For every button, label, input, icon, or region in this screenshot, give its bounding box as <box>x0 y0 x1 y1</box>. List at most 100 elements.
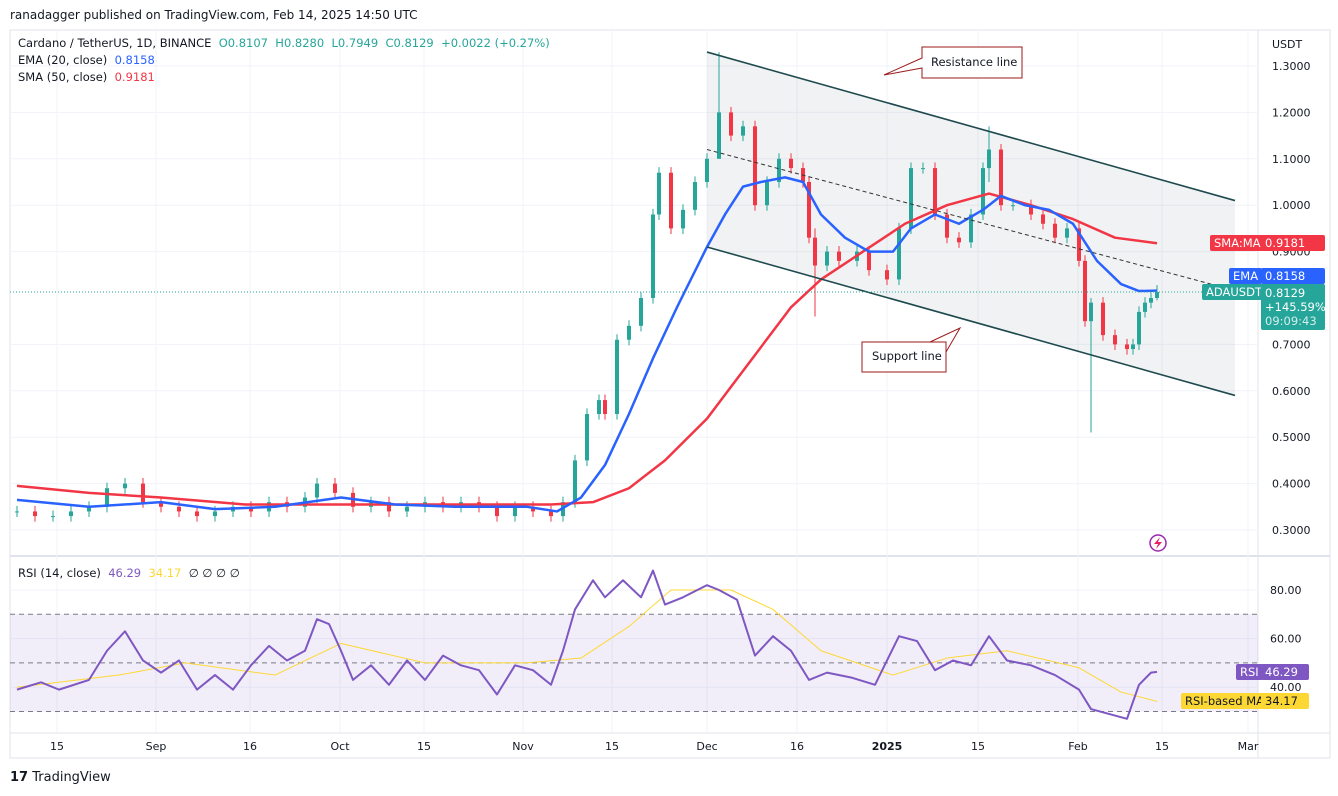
price-tag: 0.8129 +145.59% 09:09:43 <box>1261 284 1326 330</box>
sma-label: SMA (50, close) <box>18 70 108 84</box>
price-tag-value: 0.8129 <box>1265 286 1306 300</box>
price-tick-label: 1.0000 <box>1272 199 1311 212</box>
candle-body <box>999 149 1003 206</box>
ema-legend[interactable]: EMA (20, close) 0.8158 <box>18 53 155 67</box>
candle-body <box>657 172 661 215</box>
time-tick-label[interactable]: 15 <box>1155 740 1169 753</box>
candle-body <box>765 182 769 206</box>
time-tick-label[interactable]: Mar <box>1238 740 1259 753</box>
rsi-tag-name: RSI <box>1236 664 1263 680</box>
rsi-ma-tag-name: RSI-based MA <box>1181 693 1268 709</box>
high-value: H0.8280 <box>275 36 325 50</box>
time-tick-label[interactable]: 2025 <box>872 740 903 753</box>
candle-body <box>1083 260 1087 322</box>
time-tick-label[interactable]: 16 <box>243 740 257 753</box>
candle-body <box>897 228 901 280</box>
sma-legend[interactable]: SMA (50, close) 0.9181 <box>18 70 155 84</box>
candle-body <box>651 214 655 298</box>
candle-body <box>1101 302 1105 336</box>
symbol-legend: Cardano / TetherUS, 1D, BINANCE O0.8107 … <box>18 36 550 50</box>
resistance-label[interactable]: Resistance line <box>931 55 1018 69</box>
time-tick-label[interactable]: Oct <box>330 740 350 753</box>
time-tick-label[interactable]: 15 <box>417 740 431 753</box>
support-label[interactable]: Support line <box>872 349 942 363</box>
candle-body <box>789 158 793 169</box>
price-axis-unit[interactable]: USDT <box>1272 38 1303 51</box>
candle-body <box>69 511 73 517</box>
time-tick-label[interactable]: Feb <box>1068 740 1087 753</box>
price-tick-label: 0.7000 <box>1272 338 1311 351</box>
ema-value: 0.8158 <box>114 53 155 67</box>
time-tick-label[interactable]: 15 <box>50 740 64 753</box>
candle-body <box>387 502 391 512</box>
symbol-name[interactable]: Cardano / TetherUS, 1D, BINANCE <box>18 36 212 50</box>
candle-body <box>627 325 631 340</box>
candle-body <box>315 483 319 498</box>
rsi-line <box>16 569 1158 720</box>
resistance-callout <box>883 46 1023 79</box>
candle-body <box>1113 335 1117 345</box>
time-tick-label[interactable]: 15 <box>971 740 985 753</box>
rsi-tick-label: 40.00 <box>1270 681 1302 694</box>
candle-body <box>639 298 643 326</box>
price-tick-label: 0.6000 <box>1272 385 1311 398</box>
candle-body <box>813 237 817 266</box>
candle-body <box>603 400 607 414</box>
candle-body <box>615 339 619 414</box>
candle-body <box>1143 302 1147 312</box>
candle-body <box>405 506 409 512</box>
rsi-ma-line <box>16 589 1158 702</box>
candle-body <box>987 149 991 169</box>
candle-body <box>1149 298 1153 303</box>
sma-tag-value: 0.9181 <box>1261 235 1325 251</box>
candle-body <box>909 168 913 229</box>
time-tick-label[interactable]: Nov <box>512 740 534 753</box>
candle-body <box>693 182 697 210</box>
candle-body <box>141 483 145 503</box>
candle-body <box>1089 302 1093 322</box>
candle-body <box>807 182 811 238</box>
ema-tag-name: EMA <box>1229 268 1263 284</box>
rsi-tick-label: 60.00 <box>1270 633 1302 646</box>
candle-body <box>933 168 937 215</box>
candle-body <box>1011 205 1015 207</box>
candle-body <box>1137 311 1141 345</box>
candle-body <box>945 214 949 238</box>
candle-body <box>981 168 985 215</box>
candle-body <box>717 112 721 159</box>
candle-body <box>1131 344 1135 350</box>
price-tick-label: 0.3000 <box>1272 524 1311 537</box>
candle-body <box>15 511 19 513</box>
chart-frame <box>9 29 1331 759</box>
rsi-ma-tag-value: 34.17 <box>1261 693 1309 709</box>
time-tick-label[interactable]: Sep <box>146 740 167 753</box>
time-tick-label[interactable]: Dec <box>696 740 717 753</box>
candle-body <box>159 502 163 507</box>
candle-body <box>741 126 745 136</box>
ema-label: EMA (20, close) <box>18 53 108 67</box>
candle-body <box>573 460 577 503</box>
price-tick-label: 0.4000 <box>1272 478 1311 491</box>
candle-body <box>957 237 961 243</box>
ema-20-line <box>16 176 1158 513</box>
low-value: L0.7949 <box>331 36 379 50</box>
time-tick-label[interactable]: 15 <box>605 740 619 753</box>
rsi-value: 46.29 <box>108 566 142 580</box>
tradingview-logo[interactable]: 𝟭𝟳 TradingView <box>10 770 111 785</box>
candle-body <box>1077 228 1081 261</box>
candle-body <box>51 516 55 518</box>
candle-body <box>969 214 973 243</box>
rsi-legend[interactable]: RSI (14, close) 46.29 34.17 ∅ ∅ ∅ ∅ <box>18 566 240 580</box>
candle-body <box>681 209 685 229</box>
candle-body <box>123 483 127 489</box>
candle-body <box>249 506 253 512</box>
candle-body <box>1053 223 1057 238</box>
publisher-line: ranadagger published on TradingView.com,… <box>10 8 418 22</box>
rsi-label: RSI (14, close) <box>18 566 101 580</box>
candle-body <box>531 506 535 512</box>
candle-body <box>195 511 199 517</box>
time-tick-label[interactable]: 16 <box>790 740 804 753</box>
candle-body <box>87 506 91 512</box>
